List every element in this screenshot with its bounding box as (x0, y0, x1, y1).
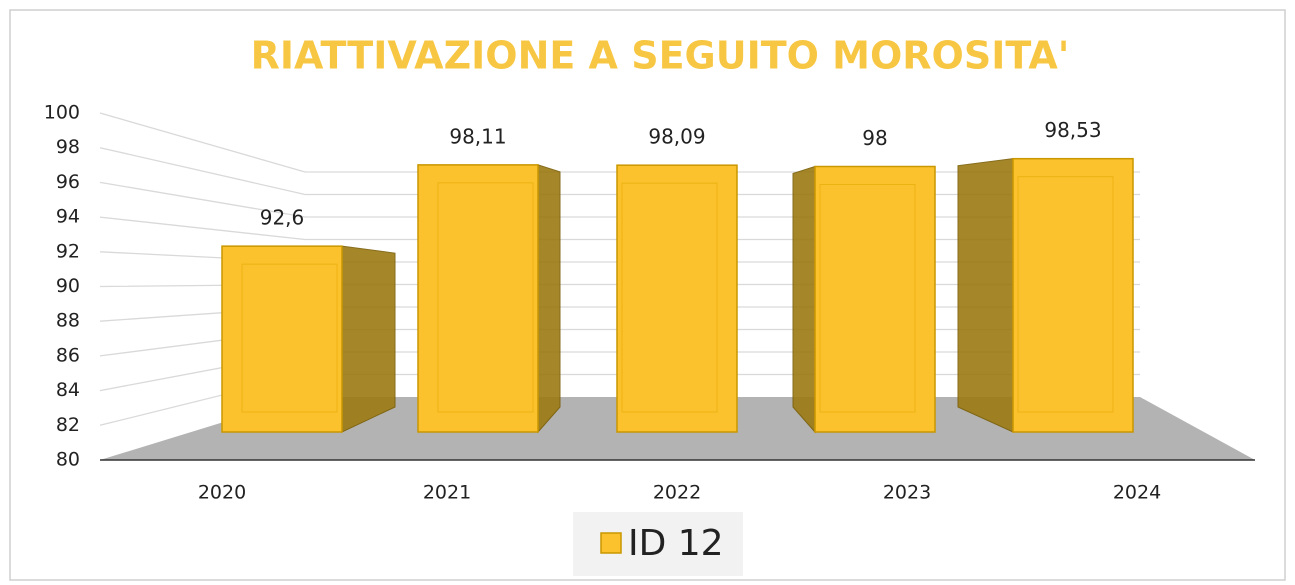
bar-inner-edge (241, 263, 338, 413)
x-tick-label: 2020 (198, 482, 246, 504)
y-tick-label: 90 (56, 275, 80, 297)
bar-side (537, 164, 561, 434)
bar-inner-edge (1017, 176, 1114, 413)
chart-title: RIATTIVAZIONE A SEGUITO MOROSITA' (251, 34, 1070, 78)
y-tick-label: 94 (56, 206, 80, 228)
y-tick-label: 86 (56, 344, 80, 366)
y-tick-label: 82 (56, 414, 80, 436)
data-label: 98,09 (648, 125, 705, 149)
y-tick-label: 98 (56, 136, 80, 158)
y-tick-label: 96 (56, 171, 80, 193)
bar (221, 245, 343, 433)
x-tick-label: 2021 (423, 482, 471, 504)
x-tick-label: 2024 (1113, 482, 1161, 504)
data-label: 98,53 (1044, 118, 1101, 142)
bar-side (957, 158, 1014, 433)
bar (616, 164, 738, 433)
x-tick-label: 2022 (653, 482, 701, 504)
y-tick-label: 88 (56, 310, 80, 332)
y-tick-label: 100 (44, 102, 80, 124)
y-tick-label: 92 (56, 240, 80, 262)
bar (814, 165, 936, 433)
data-label: 98 (862, 126, 887, 150)
bar (1012, 157, 1134, 433)
bar-inner-edge (819, 184, 916, 413)
bar (417, 164, 539, 433)
x-tick-label: 2023 (883, 482, 931, 504)
bar-inner-edge (621, 182, 718, 413)
bar-side (341, 245, 396, 433)
legend-swatch (600, 532, 622, 554)
data-label: 92,6 (260, 206, 305, 230)
y-tick-label: 80 (56, 449, 80, 471)
legend-label: ID 12 (628, 523, 724, 564)
bar-side (792, 165, 816, 434)
y-tick-label: 84 (56, 379, 80, 401)
bar-inner-edge (437, 182, 534, 413)
data-label: 98,11 (449, 124, 506, 148)
